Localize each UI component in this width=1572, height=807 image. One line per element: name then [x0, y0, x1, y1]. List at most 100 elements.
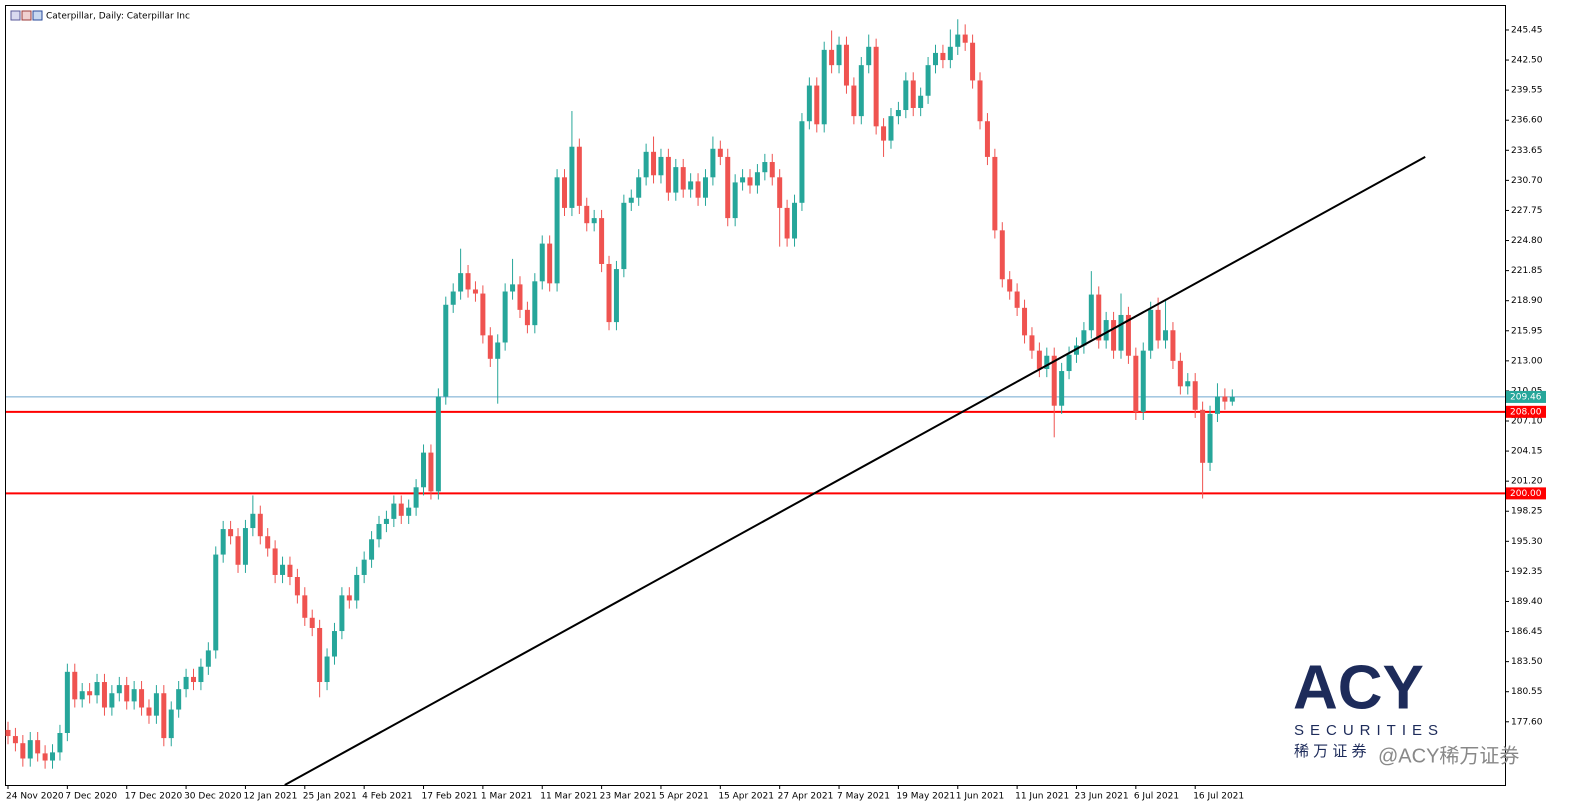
candle-body	[161, 693, 167, 739]
candle-body	[925, 65, 931, 96]
plot-frame	[5, 5, 1506, 786]
candle-body	[517, 284, 523, 310]
y-tick-label: 213.00	[1511, 356, 1543, 366]
candle-body	[873, 46, 879, 127]
candle-body	[183, 676, 189, 690]
candle-body	[532, 281, 538, 326]
candle-body	[843, 44, 849, 86]
x-tick-label: 1 Mar 2021	[481, 792, 532, 802]
candle-body	[72, 671, 78, 700]
level-label-bg	[1506, 405, 1546, 418]
candle-body	[12, 736, 18, 744]
candle-body	[1014, 291, 1020, 308]
candle-body	[769, 162, 775, 178]
candle-body	[754, 172, 760, 186]
candle-body	[524, 309, 530, 326]
candle-body	[539, 243, 545, 282]
candle-body	[717, 148, 723, 157]
candle-body	[1155, 309, 1161, 341]
candle-body	[613, 269, 619, 323]
candle-body	[191, 676, 196, 683]
y-tick-label: 233.65	[1511, 146, 1543, 156]
candle-body	[1051, 355, 1057, 406]
candle-body	[421, 452, 427, 488]
x-tick-label: 19 May 2021	[896, 792, 955, 802]
trendline	[284, 156, 1426, 786]
candle-body	[242, 528, 248, 565]
y-tick-label: 245.45	[1511, 25, 1543, 35]
candle-body	[680, 167, 686, 190]
candle-body	[1222, 396, 1228, 402]
candle-body	[1140, 350, 1146, 412]
candle-body	[999, 230, 1005, 280]
candle-body	[1125, 314, 1131, 356]
candle-body	[131, 689, 137, 702]
candle-body	[1214, 396, 1220, 414]
x-tick-label: 11 Mar 2021	[540, 792, 597, 802]
candle-body	[665, 156, 671, 193]
x-tick-label: 16 Jul 2021	[1193, 792, 1244, 802]
y-tick-label: 236.60	[1511, 116, 1543, 126]
candle-body	[1096, 294, 1102, 341]
candle-body	[510, 284, 516, 292]
y-tick-label: 227.75	[1511, 206, 1543, 216]
candle-body	[1207, 413, 1213, 463]
candle-body	[87, 691, 93, 696]
candle-body	[265, 536, 271, 549]
candle-body	[628, 197, 634, 203]
candle-body	[472, 289, 478, 294]
candle-body	[487, 335, 493, 359]
candle-body	[547, 243, 553, 284]
candle-body	[64, 671, 70, 733]
candle-body	[814, 85, 820, 125]
x-tick-label: 6 Jul 2021	[1134, 792, 1179, 802]
candle-body	[369, 539, 375, 560]
candle-body	[376, 523, 382, 540]
level-label: 200.00	[1510, 489, 1542, 499]
candle-body	[1088, 294, 1094, 331]
price-label-bg	[1506, 390, 1546, 403]
x-tick-label: 27 Apr 2021	[778, 792, 834, 802]
y-tick-label: 239.55	[1511, 86, 1543, 96]
candle-body	[176, 689, 182, 710]
x-tick-label: 25 Jan 2021	[303, 792, 357, 802]
watermark-brand: ACY	[1293, 653, 1424, 722]
candle-body	[851, 85, 857, 117]
candle-body	[168, 709, 174, 739]
x-tick-label: 7 May 2021	[837, 792, 890, 802]
candle-body	[970, 42, 976, 81]
plot-area	[5, 19, 1505, 786]
candle-body	[643, 151, 649, 178]
candle-body	[821, 49, 827, 125]
candle-body	[465, 273, 471, 290]
price-label: 209.46	[1510, 392, 1542, 402]
candle-body	[20, 743, 26, 759]
x-tick-label: 12 Jan 2021	[243, 792, 297, 802]
candle-body	[784, 207, 790, 239]
candle-body	[806, 85, 812, 122]
candle-body	[1148, 309, 1154, 351]
candle-body	[762, 162, 768, 173]
candle-body	[228, 529, 234, 537]
candle-body	[1044, 355, 1050, 369]
candle-body	[1118, 314, 1124, 351]
watermark-handle: @ACY稀万证券	[1378, 744, 1519, 767]
candle-body	[287, 564, 293, 577]
watermark-name: 稀 万 证 券	[1294, 743, 1367, 760]
y-tick-label: 218.90	[1511, 296, 1543, 306]
x-tick-label: 15 Apr 2021	[718, 792, 774, 802]
y-tick-label: 192.35	[1511, 567, 1543, 577]
y-tick-label: 215.95	[1511, 326, 1543, 336]
x-tick-label: 17 Feb 2021	[422, 792, 478, 802]
candle-body	[1029, 335, 1035, 351]
candle-body	[836, 44, 842, 66]
candle-body	[1066, 354, 1072, 372]
candle-body	[146, 707, 152, 716]
candle-body	[1133, 355, 1139, 412]
candle-body	[495, 342, 501, 359]
candle-body	[1192, 381, 1198, 410]
candle-body	[391, 503, 397, 519]
candle-body	[109, 693, 115, 708]
candle-body	[992, 156, 998, 231]
candle-body	[606, 263, 612, 323]
